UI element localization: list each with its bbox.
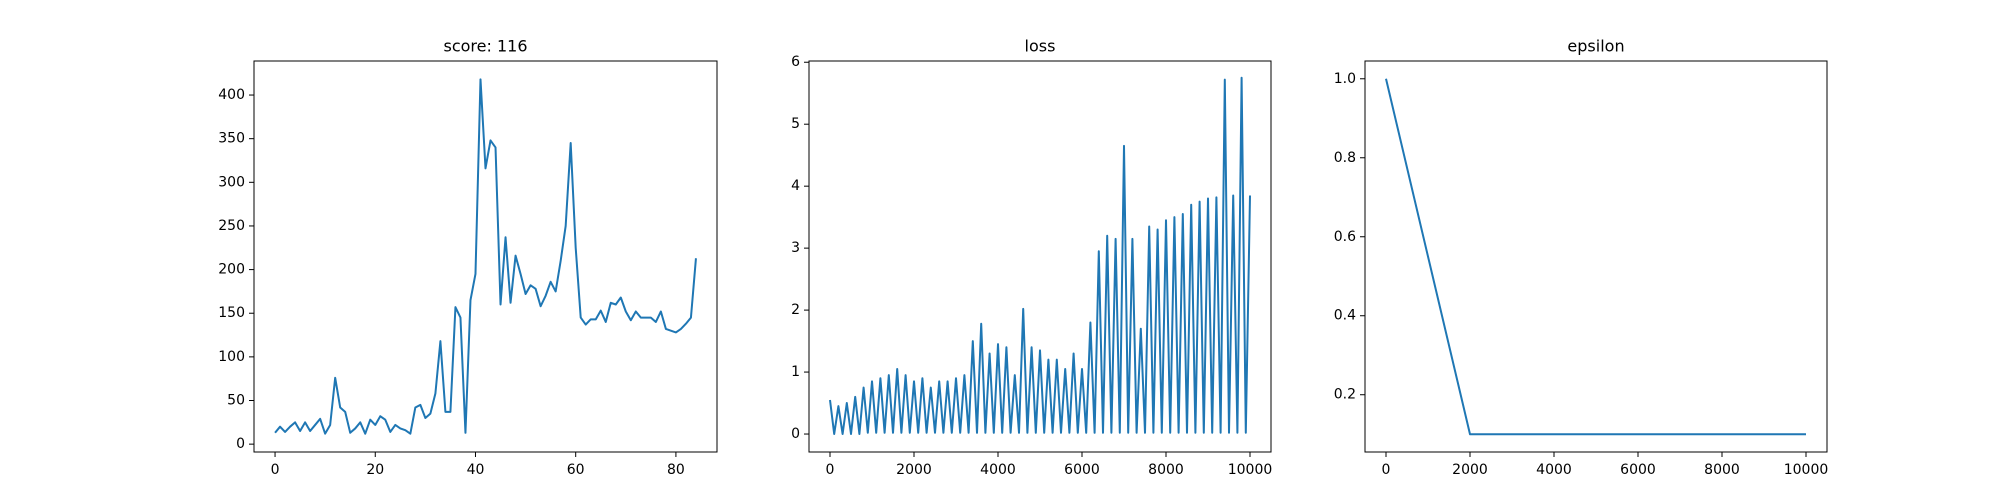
y-tick-label: 0: [236, 436, 245, 452]
y-tick-label: 0: [791, 426, 800, 442]
y-tick-label: 50: [227, 393, 245, 409]
y-tick-label: 4: [791, 178, 800, 194]
y-tick-label: 100: [218, 349, 245, 365]
y-tick-label: 0.2: [1334, 387, 1356, 403]
x-tick-label: 4000: [1536, 462, 1572, 478]
y-tick-label: 1: [791, 364, 800, 380]
x-tick-label: 10000: [1784, 462, 1829, 478]
x-tick-label: 10000: [1228, 462, 1273, 478]
x-tick-label: 0: [271, 462, 280, 478]
x-tick-label: 2000: [1452, 462, 1488, 478]
x-tick-label: 20: [366, 462, 384, 478]
chart-title: score: 116: [443, 37, 527, 56]
x-tick-label: 60: [567, 462, 585, 478]
y-tick-label: 400: [218, 87, 245, 103]
y-tick-label: 6: [791, 54, 800, 70]
axes-frame: [253, 60, 718, 453]
y-tick-label: 2: [791, 302, 800, 318]
y-tick-label: 0.6: [1334, 229, 1356, 245]
chart-title: epsilon: [1567, 37, 1624, 56]
axes-frame: [808, 60, 1272, 453]
x-tick-label: 6000: [1620, 462, 1656, 478]
y-tick-label: 200: [218, 262, 245, 278]
y-tick-label: 0.8: [1334, 150, 1356, 166]
x-tick-label: 8000: [1704, 462, 1740, 478]
x-tick-label: 6000: [1064, 462, 1100, 478]
y-tick-label: 0.4: [1334, 308, 1356, 324]
axes-frame: [1364, 60, 1828, 453]
y-tick-label: 3: [791, 240, 800, 256]
data-line: [829, 76, 1251, 436]
x-tick-label: 0: [826, 462, 835, 478]
y-tick-label: 350: [218, 131, 245, 147]
x-tick-label: 40: [467, 462, 485, 478]
x-tick-label: 4000: [980, 462, 1016, 478]
x-tick-label: 80: [667, 462, 685, 478]
y-tick-label: 5: [791, 116, 800, 132]
chart-title: loss: [1025, 37, 1056, 56]
data-line: [274, 78, 697, 435]
y-tick-label: 300: [218, 174, 245, 190]
y-tick-label: 250: [218, 218, 245, 234]
x-tick-label: 0: [1382, 462, 1391, 478]
y-tick-label: 1.0: [1334, 71, 1356, 87]
data-line: [1385, 78, 1806, 436]
y-tick-label: 150: [218, 305, 245, 321]
x-tick-label: 2000: [896, 462, 932, 478]
x-tick-label: 8000: [1148, 462, 1184, 478]
